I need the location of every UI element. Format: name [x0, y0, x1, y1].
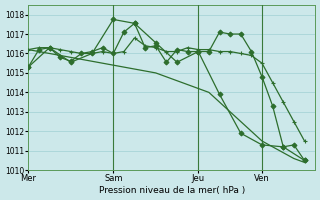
- X-axis label: Pression niveau de la mer( hPa ): Pression niveau de la mer( hPa ): [99, 186, 245, 195]
